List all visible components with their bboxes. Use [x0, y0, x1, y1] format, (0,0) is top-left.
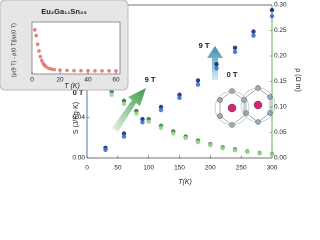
data-point — [72, 68, 76, 73]
y-tick-label: 0.00 — [72, 155, 85, 162]
data-point — [121, 131, 127, 136]
y2-axis-label: ρ (Ω m) — [294, 68, 301, 92]
annotation: 0 T — [227, 70, 238, 79]
x-tick-label: 40 — [84, 77, 92, 84]
data-point — [35, 42, 40, 47]
data-point — [251, 29, 256, 34]
data-point — [232, 45, 238, 51]
figure: 0501001502002503000.000.040.080.000.050.… — [0, 0, 301, 186]
x-tick-label: 20 — [56, 77, 64, 84]
data-point — [114, 69, 118, 73]
data-point — [103, 147, 108, 153]
data-point — [257, 151, 262, 156]
data-point — [214, 61, 219, 67]
data-point — [49, 67, 54, 71]
data-point — [100, 69, 104, 73]
data-point — [107, 69, 111, 73]
x-tick-label: 0 — [85, 165, 89, 172]
data-point — [208, 143, 213, 148]
data-point — [158, 125, 164, 131]
data-point — [269, 152, 275, 157]
y2-tick-label: 0.25 — [274, 27, 287, 34]
data-point — [177, 92, 182, 97]
data-point — [195, 82, 201, 87]
data-point — [171, 131, 176, 136]
y2-tick-label: 0.15 — [274, 78, 287, 85]
annotation: 9 T — [199, 41, 210, 50]
data-point — [109, 89, 114, 94]
data-point — [232, 148, 238, 153]
data-point — [34, 33, 38, 38]
data-point — [195, 139, 201, 145]
data-point — [140, 120, 145, 125]
annotation: 0 T — [73, 88, 84, 97]
data-point — [269, 14, 275, 19]
data-point — [220, 146, 225, 151]
data-point — [214, 66, 219, 71]
annotation: 9 T — [145, 75, 156, 84]
data-point — [86, 68, 90, 73]
data-point — [58, 68, 62, 72]
y2-tick-label: 0.30 — [274, 2, 287, 9]
x-tick-label: 100 — [143, 165, 154, 172]
data-point — [121, 98, 127, 104]
data-point — [177, 95, 182, 101]
x-tick-label: 60 — [112, 77, 120, 84]
data-point — [245, 149, 250, 155]
x-axis-label: T(K) — [178, 179, 192, 186]
data-point — [134, 111, 139, 116]
x-tick-label: 300 — [267, 165, 278, 172]
x-tick-label: 0 — [30, 77, 34, 84]
data-point — [37, 49, 41, 53]
data-point — [232, 49, 238, 55]
data-point — [33, 28, 37, 32]
data-point — [44, 65, 48, 69]
data-point — [146, 119, 151, 124]
data-point — [195, 78, 201, 83]
inset-title: Eu₂Ga₁₁Sn₃₅ — [41, 7, 87, 16]
data-point — [158, 104, 164, 110]
y2-tick-label: 0.20 — [274, 53, 287, 60]
data-point — [47, 66, 51, 71]
data-point — [183, 135, 188, 141]
crystal-structure — [214, 85, 276, 128]
data-point — [140, 117, 145, 122]
x-tick-label: 250 — [236, 165, 247, 172]
data-point — [38, 54, 43, 59]
x-tick-label: 50 — [114, 165, 122, 172]
data-point — [65, 68, 69, 73]
y2-tick-label: 0.10 — [274, 104, 287, 111]
data-point — [40, 58, 44, 63]
data-point — [79, 68, 83, 73]
x-tick-label: 150 — [174, 165, 185, 172]
y-axis-label: S (J/Kg·K) — [73, 102, 80, 134]
data-point — [93, 68, 97, 73]
y2-tick-label: 0.05 — [274, 129, 287, 136]
data-point — [251, 33, 256, 38]
data-point — [269, 7, 275, 13]
data-point — [121, 101, 127, 107]
x-tick-label: 200 — [205, 165, 216, 172]
data-point — [52, 67, 57, 72]
x-axis-label: T (K) — [64, 83, 80, 90]
y-tick-label: 0.04 — [72, 114, 85, 121]
y-axis-label: [ρ(9 T) - ρ(0 T)]/ρ(0 T) — [11, 23, 17, 77]
data-point — [109, 92, 114, 97]
y2-tick-label: 0.00 — [274, 155, 287, 162]
field-arrow — [112, 88, 146, 132]
data-point — [121, 134, 127, 139]
data-point — [158, 107, 164, 113]
